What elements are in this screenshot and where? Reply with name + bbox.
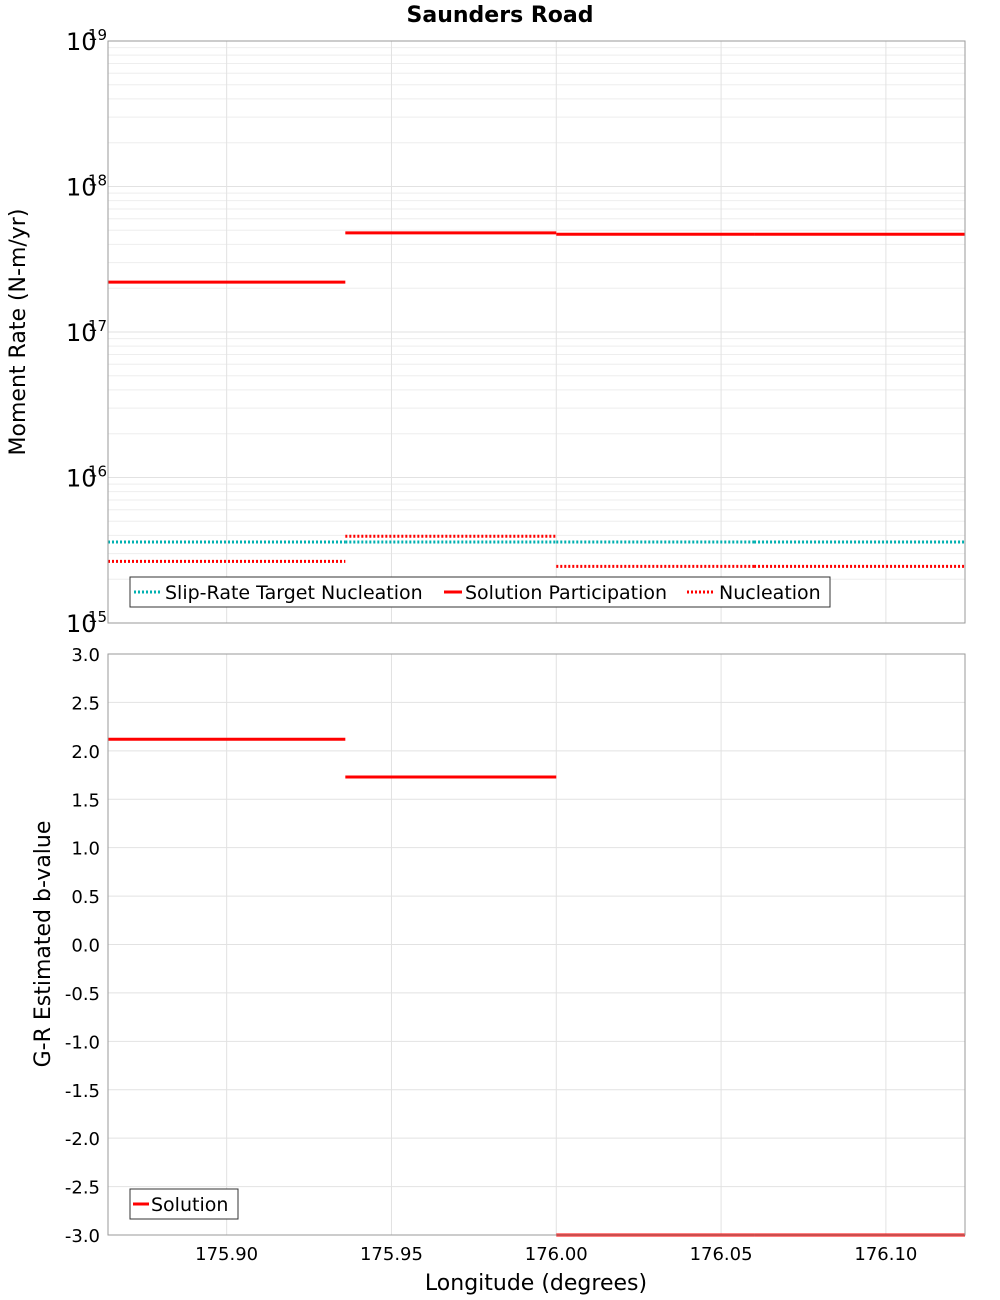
y-tick-exponent: 16: [88, 463, 107, 481]
moment-rate-plot-border: [107, 40, 966, 624]
legend-box: [129, 576, 831, 608]
y-tick-label: -1.5: [65, 1081, 100, 1102]
y-tick-label: -2.5: [65, 1178, 100, 1199]
y-tick-label: 0.5: [71, 887, 100, 908]
y-tick-label: 3.0: [71, 645, 100, 666]
x-tick-label: 175.90: [195, 1244, 258, 1265]
moment-rate-series: [108, 231, 965, 568]
moment-rate-legend: Slip-Rate Target Nucleation Solution Par…: [129, 576, 831, 608]
x-tick-label: 176.00: [525, 1244, 588, 1265]
y-tick-label: 1.5: [71, 790, 100, 811]
b-value-legend: Solution: [129, 1188, 239, 1220]
y-tick-exponent: 18: [88, 172, 107, 190]
y-tick-label: -3.0: [65, 1226, 100, 1247]
b-value-y-axis-label: G-R Estimated b-value: [31, 821, 56, 1068]
y-tick-label: 10: [66, 174, 97, 202]
x-axis-label: Longitude (degrees): [425, 1271, 647, 1296]
y-tick-exponent: 15: [88, 608, 107, 626]
y-tick-label: 1.0: [71, 839, 100, 860]
y-tick-label: 2.0: [71, 742, 100, 763]
y-tick-exponent: 17: [88, 317, 107, 335]
x-tick-label: 175.95: [360, 1244, 423, 1265]
y-tick-label: 10: [66, 319, 97, 347]
legend-label-slip-rate-target: Slip-Rate Target Nucleation: [165, 582, 423, 604]
b-value-plot-border: [107, 653, 966, 1236]
x-tick-label: 176.10: [854, 1244, 917, 1265]
y-tick-label: 0.0: [71, 936, 100, 957]
legend-label-solution-participation: Solution Participation: [465, 582, 667, 604]
b-value-y-ticks: 3.0 2.5 2.0 1.5 1.0 0.5 0.0 -0.5 -1.0 -1.5 -2.0 -2.…: [65, 645, 100, 1247]
moment-rate-y-axis-label: Moment Rate (N-m/yr): [6, 209, 31, 456]
y-tick-label: 10: [66, 28, 97, 56]
y-tick-label: -1.0: [65, 1032, 100, 1053]
y-tick-label: -2.0: [65, 1129, 100, 1150]
legend-label-nucleation: Nucleation: [719, 582, 821, 604]
b-value-panel: 3.0 2.5 2.0 1.5 1.0 0.5 0.0 -0.5 -1.0 -1.5 -2.0 -2.…: [31, 645, 966, 1296]
y-tick-label: 2.5: [71, 693, 100, 714]
longitude-x-ticks: 175.90 175.95 176.00 176.05 176.10: [195, 1244, 917, 1265]
y-tick-exponent: 19: [88, 26, 107, 44]
y-tick-label: 10: [66, 610, 97, 638]
x-tick-label: 176.05: [690, 1244, 753, 1265]
y-tick-label: 10: [66, 465, 97, 493]
b-value-gridlines: [108, 653, 965, 1236]
y-tick-label: -0.5: [65, 984, 100, 1005]
legend-label-solution: Solution: [151, 1194, 228, 1216]
chart-title: Saunders Road: [407, 3, 594, 28]
